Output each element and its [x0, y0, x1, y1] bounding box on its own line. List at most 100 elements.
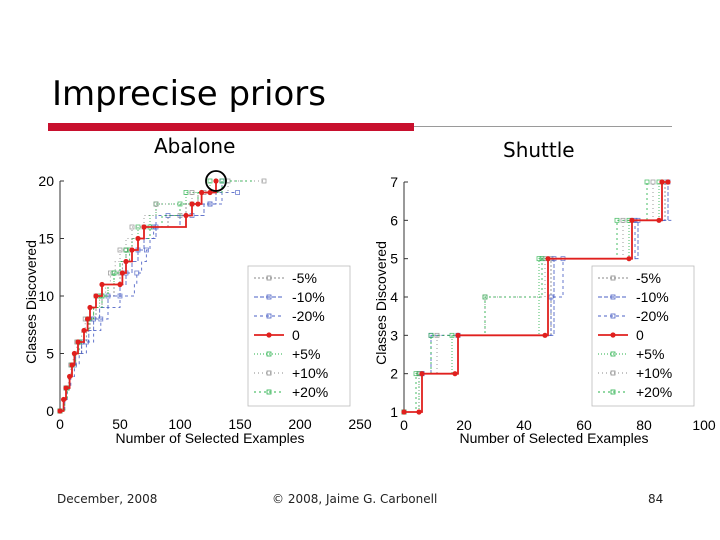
shuttle-legend-label: +10%: [636, 365, 672, 381]
shuttle-legend-box: [591, 265, 695, 407]
abalone-legend-marker: [266, 294, 272, 300]
footer-page-number: 84: [648, 492, 664, 506]
abalone-series-point: [143, 247, 149, 253]
shuttle-y-tick-label: 6: [390, 212, 398, 228]
abalone-zero-point: [71, 350, 77, 357]
abalone-legend-label: -10%: [292, 289, 325, 305]
shuttle-legend-label: +5%: [636, 346, 664, 362]
abalone-series-point: [134, 270, 140, 276]
abalone-zero-point: [81, 327, 87, 334]
shuttle-x-tick-label: 20: [456, 417, 472, 433]
abalone-zero-point: [183, 212, 189, 219]
abalone-series-line-minus10pct: [60, 181, 223, 412]
shuttle-zero-point: [665, 179, 671, 185]
abalone-highlight-circle: [205, 170, 227, 192]
abalone-zero-point: [117, 281, 123, 288]
abalone-legend-marker: [266, 313, 272, 319]
abalone-legend-label: -5%: [292, 270, 317, 286]
shuttle-legend-marker: [610, 351, 616, 357]
shuttle-legend-marker: [610, 389, 616, 395]
shuttle-x-axis-label: Number of Selected Examples: [459, 430, 648, 446]
shuttle-legend-label: -10%: [636, 289, 669, 305]
abalone-zero-point: [61, 396, 67, 403]
abalone-zero-point: [213, 178, 219, 184]
shuttle-legend-marker: [610, 294, 616, 300]
abalone-y-tick-label: 5: [46, 346, 54, 362]
abalone-y-tick-label: 20: [38, 173, 54, 189]
shuttle-series-point: [548, 294, 554, 300]
abalone-series-point: [108, 270, 113, 276]
shuttle-x-tick-label: 40: [516, 417, 532, 433]
abalone-zero-point: [85, 316, 91, 322]
abalone-zero-point: [63, 385, 69, 391]
abalone-zero-point: [119, 270, 125, 276]
abalone-zero-point: [129, 247, 135, 253]
abalone-y-axis-label: Classes Discovered: [23, 240, 39, 364]
abalone-y-tick-label: 0: [46, 403, 54, 419]
abalone-legend-marker: [266, 332, 272, 338]
abalone-zero-point: [135, 235, 141, 242]
shuttle-x-tick-label: 80: [636, 417, 652, 433]
shuttle-zero-point: [455, 332, 461, 338]
abalone-zero-point: [99, 281, 105, 288]
abalone-legend-marker: [266, 351, 272, 357]
abalone-x-tick-label: 100: [168, 416, 192, 432]
title-rule: [414, 126, 672, 127]
abalone-series-point: [98, 316, 104, 322]
abalone-legend-label: +5%: [292, 346, 320, 362]
abalone-series-point: [177, 201, 183, 207]
abalone-x-tick-label: 0: [56, 416, 64, 432]
shuttle-series-point: [428, 332, 434, 338]
abalone-series-line-plus10pct: [60, 180, 264, 412]
abalone-series-point: [219, 178, 225, 184]
shuttle-legend-label: -20%: [636, 308, 669, 324]
shuttle-y-tick-label: 3: [390, 327, 398, 343]
shuttle-legend-marker: [610, 332, 616, 338]
shuttle-series-point: [536, 256, 542, 262]
shuttle-legend-marker: [610, 313, 616, 319]
abalone-zero-point: [199, 189, 205, 196]
shuttle-zero-point: [542, 332, 548, 338]
shuttle-y-tick-label: 2: [390, 366, 398, 382]
shuttle-y-tick-label: 4: [390, 289, 398, 305]
abalone-zero-point: [141, 224, 147, 230]
abalone-x-tick-label: 250: [348, 416, 372, 432]
abalone-legend-label: 0: [292, 327, 300, 343]
shuttle-zero-point: [626, 256, 632, 262]
abalone-series-point: [129, 224, 135, 230]
abalone-zero-point: [67, 373, 73, 380]
abalone-legend-label: +20%: [292, 384, 328, 400]
shuttle-legend-label: -5%: [636, 270, 661, 286]
abalone-series-line-plus5pct: [60, 181, 211, 412]
footer-date: December, 2008: [57, 492, 158, 506]
shuttle-x-tick-label: 0: [400, 417, 408, 433]
abalone-zero-point: [123, 258, 129, 265]
abalone-series-point: [153, 201, 159, 207]
abalone-x-axis-label: Number of Selected Examples: [115, 430, 304, 446]
shuttle-zero-point: [656, 217, 662, 223]
shuttle-series-line-plus20pct: [404, 182, 648, 413]
abalone-zero-point: [69, 362, 75, 368]
abalone-series-point: [235, 190, 241, 195]
abalone-legend-marker: [266, 389, 272, 395]
abalone-y-tick-label: 15: [38, 231, 54, 247]
shuttle-series-point: [539, 256, 545, 262]
shuttle-series-point: [482, 294, 488, 300]
shuttle-x-tick-label: 60: [576, 417, 592, 433]
abalone-series-line-0: [60, 181, 217, 412]
abalone-legend-label: +10%: [292, 365, 328, 381]
shuttle-zero-point: [401, 409, 407, 415]
abalone-series-point: [117, 293, 123, 299]
abalone-series-point: [111, 270, 117, 276]
shuttle-legend-marker: [610, 370, 616, 376]
chart-title-abalone: Abalone: [154, 134, 236, 158]
abalone-legend-marker: [266, 370, 272, 376]
shuttle-series-point: [413, 371, 419, 377]
abalone-series-point: [207, 201, 213, 207]
shuttle-zero-point: [416, 409, 422, 415]
title-accent-bar: [48, 123, 414, 131]
abalone-series-line-minus20pct: [60, 192, 238, 412]
abalone-legend-box: [247, 265, 351, 407]
abalone-legend-label: -20%: [292, 308, 325, 324]
